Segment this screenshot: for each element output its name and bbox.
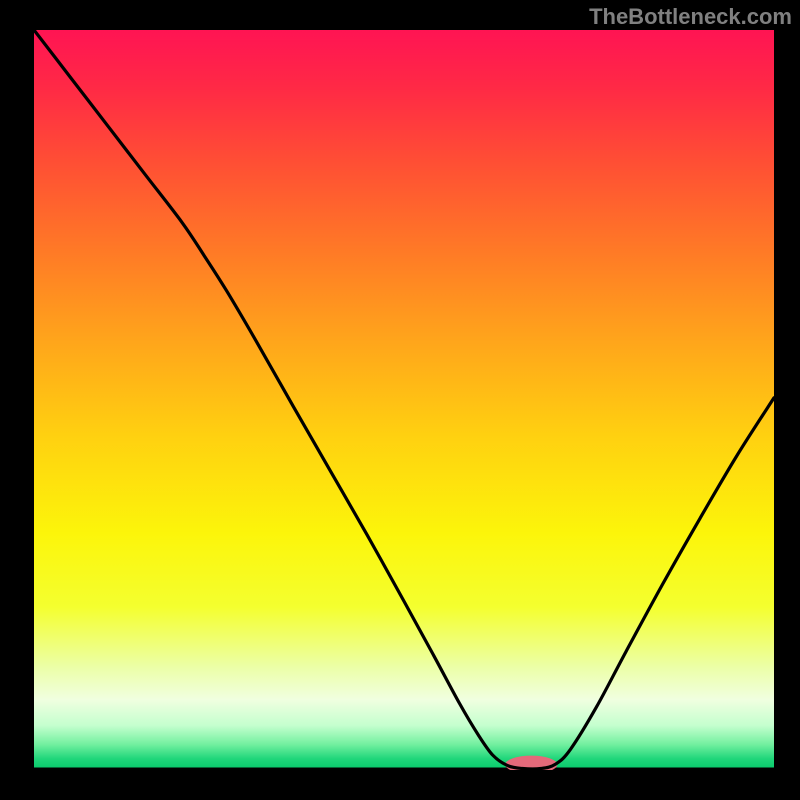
plot-area <box>34 30 774 770</box>
chart-container: TheBottleneck.com <box>0 0 800 800</box>
chart-svg <box>34 30 774 770</box>
watermark-text: TheBottleneck.com <box>589 4 792 30</box>
gradient-background <box>34 30 774 770</box>
